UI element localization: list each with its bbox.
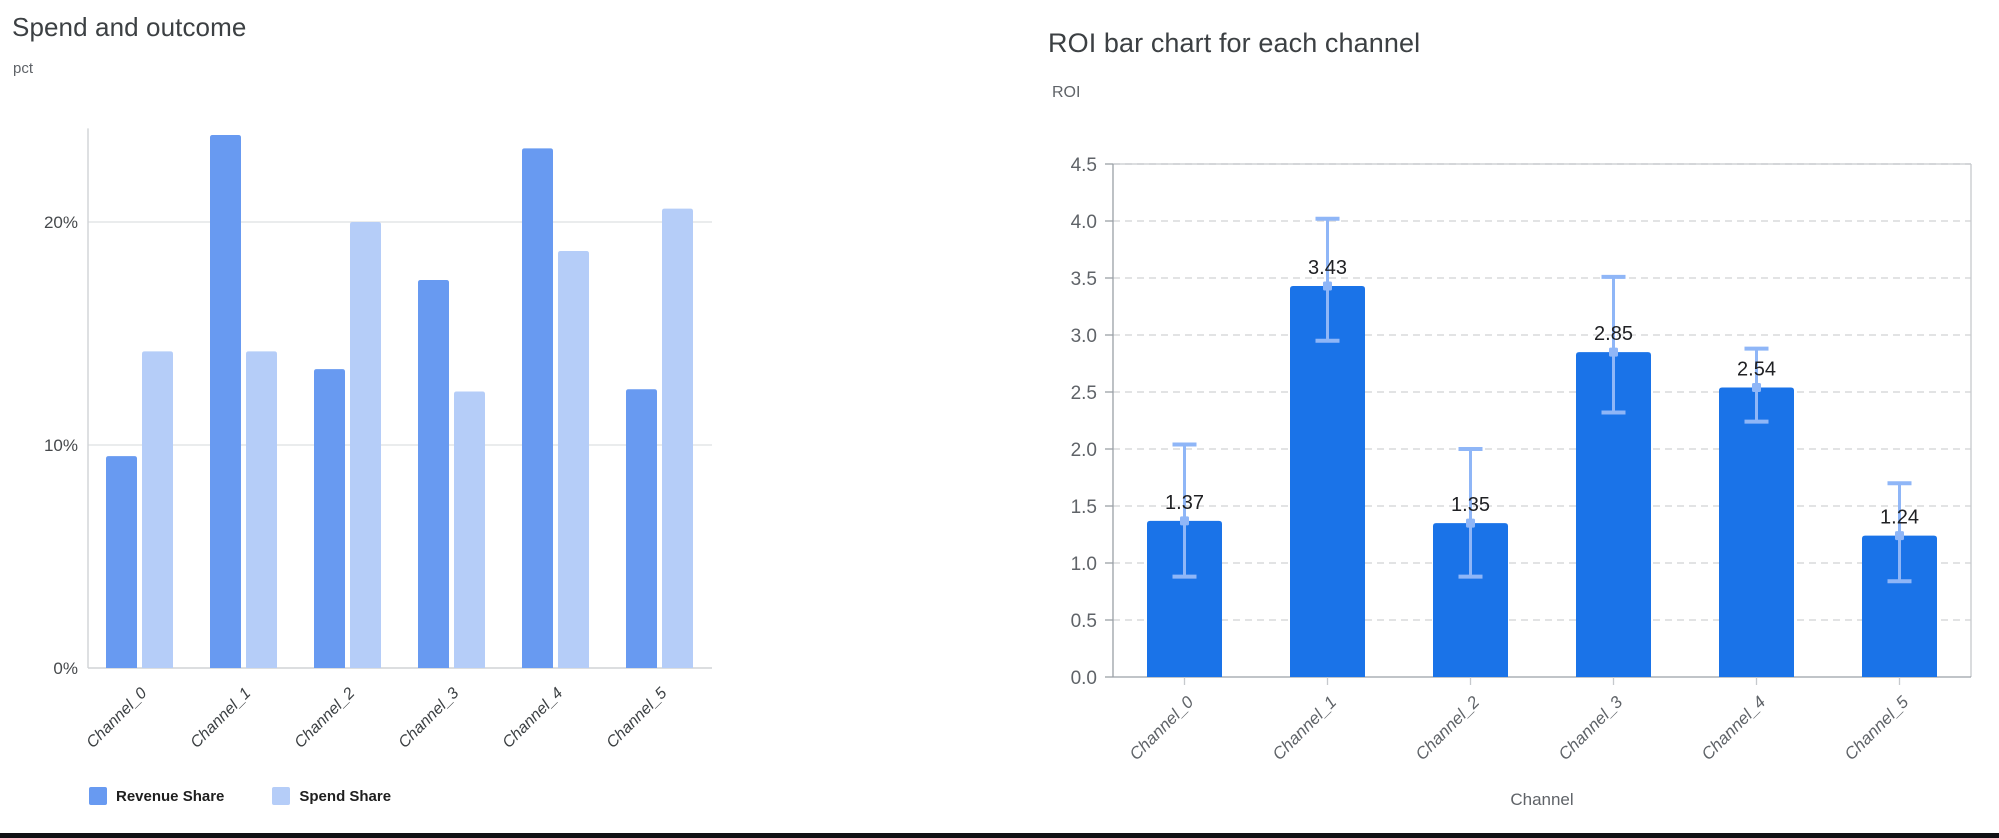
bar-channel_5[interactable]	[1862, 535, 1937, 677]
spend-share-swatch-icon	[272, 787, 291, 805]
x-tick-label: Channel_3	[396, 685, 463, 752]
bar-channel_0[interactable]	[1147, 520, 1222, 677]
y-tick-label: 0.5	[1071, 611, 1097, 632]
error-bar-marker	[1895, 531, 1904, 541]
roi-chart-panel: ROI bar chart for each channel ROI 0.0 0.…	[820, 0, 1999, 838]
y-tick-label: 0.0	[1071, 668, 1097, 689]
error-bar-marker	[1609, 347, 1618, 357]
bar-channel_1-spend-share[interactable]	[246, 351, 277, 668]
y-tick-label: 2.0	[1071, 440, 1097, 461]
x-tick-label: Channel_1	[1269, 692, 1341, 764]
bar-channel_4-spend-share[interactable]	[558, 250, 589, 669]
y-tick-label: 3.0	[1071, 326, 1097, 347]
y-tick-label: 1.0	[1071, 554, 1097, 575]
x-tick-label: Channel_2	[292, 685, 359, 752]
legend-label-revenue-share: Revenue Share	[116, 787, 225, 805]
error-bar-marker	[1180, 516, 1189, 526]
legend-label-spend-share: Spend Share	[299, 787, 392, 805]
bar-channel_1[interactable]	[1290, 285, 1365, 677]
error-bar-marker	[1466, 518, 1475, 528]
legend-item-revenue-share[interactable]: Revenue Share	[89, 787, 224, 805]
window-bottom-border	[0, 833, 1999, 838]
bar-channel_3-revenue-share[interactable]	[418, 279, 449, 668]
y-tick-label: 10%	[44, 436, 78, 455]
x-tick-label: Channel_4	[1698, 692, 1770, 764]
bar-channel_2-spend-share[interactable]	[350, 222, 381, 668]
x-tick-label: Channel_4	[500, 685, 567, 752]
bar-channel_0-spend-share[interactable]	[142, 351, 173, 668]
y-tick-label: 1.5	[1071, 497, 1097, 518]
bar-value-label: 2.85	[1594, 323, 1633, 345]
y-tick-label: 20%	[44, 213, 78, 232]
x-tick-label: Channel_1	[188, 685, 255, 752]
error-bar-marker	[1752, 382, 1761, 392]
bar-channel_1-revenue-share[interactable]	[210, 135, 241, 668]
bar-channel_4[interactable]	[1719, 387, 1794, 677]
bar-channel_5-revenue-share[interactable]	[626, 389, 657, 668]
bar-value-label: 1.35	[1451, 494, 1490, 516]
left-chart-title: Spend and outcome	[12, 12, 247, 42]
bar-channel_5-spend-share[interactable]	[662, 208, 693, 668]
roi-bar-chart: 0.0 0.5 1.0 1.5 2.0 2.5 3.0 3.5 4.0 4.5 1.37 Channe…	[1071, 155, 1972, 764]
y-tick-label: 4.5	[1071, 155, 1097, 176]
x-tick-label: Channel_5	[604, 685, 671, 752]
bar-channel_2[interactable]	[1433, 523, 1508, 677]
bar-value-label: 1.24	[1880, 507, 1919, 529]
y-tick-label: 4.0	[1071, 212, 1097, 233]
x-tick-label: Channel_0	[84, 685, 151, 752]
bar-value-label: 3.43	[1308, 257, 1347, 279]
error-bar-marker	[1323, 281, 1332, 291]
x-tick-label: Channel_0	[1126, 692, 1198, 764]
chart-legend: Revenue Share Spend Share	[89, 787, 391, 805]
spend-outcome-chart-panel: Spend and outcome pct 0% 10% 20% Channel_0 C…	[0, 0, 790, 838]
y-tick-label: 3.5	[1071, 269, 1097, 290]
bar-value-label: 1.37	[1165, 492, 1204, 514]
bar-value-label: 2.54	[1737, 358, 1776, 380]
bar-channel_2-revenue-share[interactable]	[314, 369, 345, 668]
grouped-bar-chart: 0% 10% 20% Channel_0 Channel_1 Channel_2 Chann…	[44, 128, 712, 752]
right-y-axis-label: ROI	[1052, 84, 1081, 101]
right-chart-title: ROI bar chart for each channel	[1048, 28, 1421, 58]
bar-channel_3[interactable]	[1576, 352, 1651, 677]
x-tick-label: Channel_3	[1555, 692, 1627, 764]
revenue-share-swatch-icon	[89, 787, 107, 805]
left-y-axis-unit: pct	[13, 60, 34, 77]
right-x-axis-title: Channel	[1510, 790, 1574, 809]
bar-channel_4-revenue-share[interactable]	[522, 148, 553, 668]
x-tick-label: Channel_5	[1841, 692, 1913, 764]
bar-channel_3-spend-share[interactable]	[454, 391, 485, 668]
y-tick-label: 0%	[53, 659, 78, 678]
legend-item-spend-share[interactable]: Spend Share	[272, 787, 391, 805]
y-tick-label: 2.5	[1071, 383, 1097, 404]
x-tick-label: Channel_2	[1412, 692, 1484, 764]
bar-channel_0-revenue-share[interactable]	[106, 456, 137, 668]
